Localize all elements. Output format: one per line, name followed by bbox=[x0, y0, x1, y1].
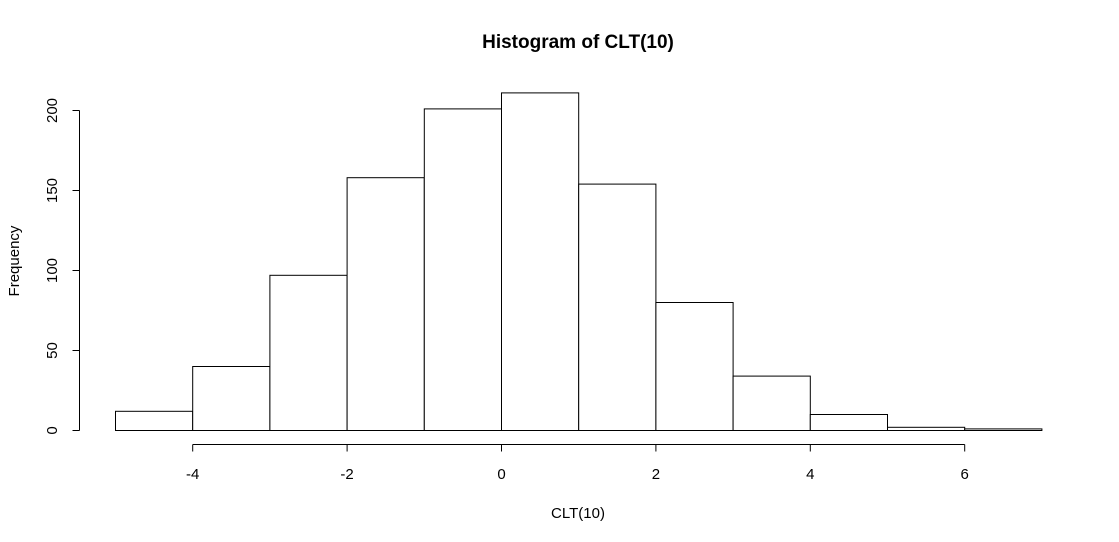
histogram-bar bbox=[887, 426, 966, 431]
histogram-bar bbox=[655, 302, 734, 431]
histogram-bar bbox=[192, 366, 271, 431]
y-tick-label: 50 bbox=[44, 342, 61, 359]
histogram-bar bbox=[578, 183, 657, 431]
y-tick-label: 200 bbox=[44, 98, 61, 123]
x-axis-label: CLT(10) bbox=[551, 505, 605, 522]
histogram-bar bbox=[501, 92, 580, 432]
histogram-bar bbox=[964, 428, 1043, 431]
x-tick-label: -2 bbox=[340, 466, 353, 483]
histogram-bar bbox=[346, 177, 425, 431]
chart-title: Histogram of CLT(10) bbox=[482, 32, 674, 53]
x-tick-label: 0 bbox=[497, 466, 505, 483]
x-tick-label: 4 bbox=[806, 466, 814, 483]
x-axis: -4 -2 0 2 4 6 bbox=[186, 444, 969, 483]
y-tick-label: 0 bbox=[44, 426, 61, 434]
histogram-bar bbox=[423, 108, 502, 432]
histogram-bar bbox=[732, 375, 811, 432]
y-tick-label: 100 bbox=[44, 258, 61, 283]
histogram-bar bbox=[115, 410, 194, 431]
bars-group bbox=[115, 92, 1043, 432]
y-tick-label: 150 bbox=[44, 178, 61, 203]
y-axis-label: Frequency bbox=[6, 225, 23, 296]
histogram-bar bbox=[269, 274, 348, 431]
x-tick-label: 2 bbox=[652, 466, 660, 483]
histogram-bar bbox=[809, 414, 888, 431]
y-axis: 0 50 100 150 200 bbox=[44, 98, 80, 435]
x-tick-label: 6 bbox=[961, 466, 969, 483]
x-tick-label: -4 bbox=[186, 466, 199, 483]
